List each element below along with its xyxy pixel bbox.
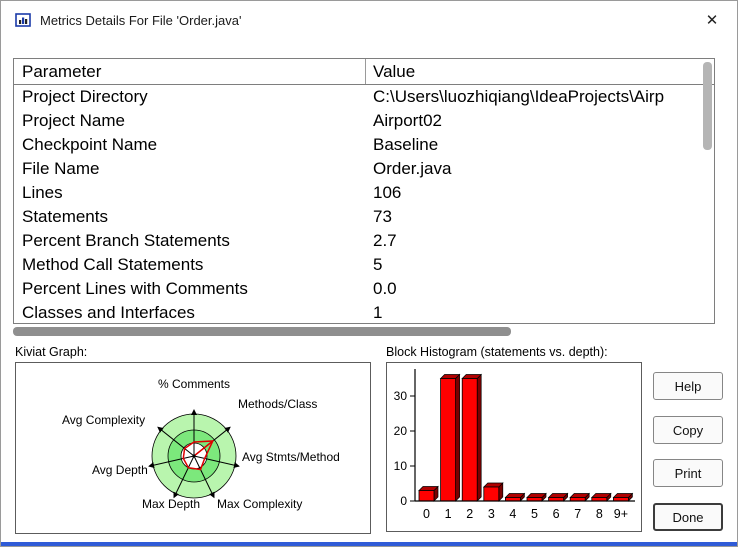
vertical-scrollbar-thumb[interactable]: [703, 62, 712, 150]
kiviat-axis-label: % Comments: [157, 377, 231, 391]
parameter-cell: Project Name: [22, 111, 125, 130]
table-body: Project Directory C:\Users\luozhiqiang\I…: [14, 85, 714, 323]
value-cell: 73: [373, 207, 392, 226]
title-bar: Metrics Details For File 'Order.java' ✕: [1, 1, 737, 39]
copy-button[interactable]: Copy: [653, 416, 723, 444]
kiviat-graph: % Comments Methods/Class Avg Stmts/Metho…: [15, 362, 371, 534]
parameter-cell: Percent Branch Statements: [22, 231, 230, 250]
table-row[interactable]: Classes and Interfaces 1: [14, 301, 714, 323]
block-histogram-chart: 0 10 20 30 0 1 2 3 4 5 6 7 8 9+: [386, 362, 642, 532]
histogram-graphic: 0 10 20 30 0 1 2 3 4 5 6 7 8 9+: [394, 369, 635, 521]
parameter-cell: Lines: [22, 183, 63, 202]
kiviat-axis-label: Max Depth: [142, 497, 201, 511]
window-title: Metrics Details For File 'Order.java': [40, 12, 242, 28]
svg-text:7: 7: [574, 507, 581, 521]
value-cell: Airport02: [373, 111, 442, 130]
value-cell: C:\Users\luozhiqiang\IdeaProjects\Airp: [373, 87, 665, 106]
parameter-cell: File Name: [22, 159, 100, 178]
table-row[interactable]: Statements 73: [14, 205, 714, 229]
parameter-cell: Classes and Interfaces: [22, 303, 195, 322]
print-button[interactable]: Print: [653, 459, 723, 487]
svg-text:20: 20: [394, 424, 408, 438]
svg-text:6: 6: [553, 507, 560, 521]
block-histogram-label: Block Histogram (statements vs. depth):: [386, 345, 608, 359]
svg-text:3: 3: [488, 507, 495, 521]
parameter-cell: Checkpoint Name: [22, 135, 158, 154]
kiviat-axis-label: Avg Stmts/Method: [242, 450, 340, 464]
svg-text:9+: 9+: [614, 507, 628, 521]
svg-text:4: 4: [509, 507, 516, 521]
help-button[interactable]: Help: [653, 372, 723, 400]
underlying-window-edge: [1, 542, 737, 546]
app-icon: [15, 13, 31, 27]
value-cell: 1: [373, 303, 383, 322]
svg-text:2: 2: [466, 507, 473, 521]
metrics-table: Parameter Value Project Directory C:\Use…: [13, 58, 715, 324]
table-row[interactable]: File Name Order.java: [14, 157, 714, 181]
table-row[interactable]: Project Directory C:\Users\luozhiqiang\I…: [14, 85, 714, 109]
table-row[interactable]: Checkpoint Name Baseline: [14, 133, 714, 157]
kiviat-chart-graphic: [148, 409, 240, 499]
vertical-scrollbar[interactable]: [703, 62, 712, 300]
table-row[interactable]: Lines 106: [14, 181, 714, 205]
value-cell: 5: [373, 255, 383, 274]
kiviat-axis-label: Max Complexity: [217, 497, 303, 511]
value-cell: Order.java: [373, 159, 452, 178]
close-button[interactable]: ✕: [695, 5, 729, 35]
table-row[interactable]: Method Call Statements 5: [14, 253, 714, 277]
parameter-cell: Project Directory: [22, 87, 148, 106]
column-header-parameter: Parameter: [14, 59, 366, 84]
table-row[interactable]: Percent Branch Statements 2.7: [14, 229, 714, 253]
svg-text:5: 5: [531, 507, 538, 521]
table-header-row: Parameter Value: [14, 59, 714, 85]
horizontal-scrollbar[interactable]: [13, 327, 715, 336]
kiviat-axis-label: Avg Complexity: [62, 413, 146, 427]
svg-text:30: 30: [394, 389, 408, 403]
value-cell: 0.0: [373, 279, 397, 298]
column-header-value: Value: [373, 62, 416, 81]
value-cell: Baseline: [373, 135, 439, 154]
svg-text:8: 8: [596, 507, 603, 521]
kiviat-graph-label: Kiviat Graph:: [15, 345, 88, 359]
svg-text:0: 0: [400, 494, 407, 508]
svg-text:10: 10: [394, 459, 408, 473]
horizontal-scrollbar-thumb[interactable]: [13, 327, 511, 336]
svg-text:0: 0: [423, 507, 430, 521]
svg-text:1: 1: [445, 507, 452, 521]
table-row[interactable]: Percent Lines with Comments 0.0: [14, 277, 714, 301]
kiviat-axis-label: Methods/Class: [238, 397, 318, 411]
value-cell: 2.7: [373, 231, 397, 250]
kiviat-axis-label: Avg Depth: [92, 463, 148, 477]
parameter-cell: Percent Lines with Comments: [22, 279, 248, 298]
done-button[interactable]: Done: [653, 503, 723, 531]
parameter-cell: Statements: [22, 207, 108, 226]
parameter-cell: Method Call Statements: [22, 255, 204, 274]
value-cell: 106: [373, 183, 402, 202]
table-row[interactable]: Project Name Airport02: [14, 109, 714, 133]
